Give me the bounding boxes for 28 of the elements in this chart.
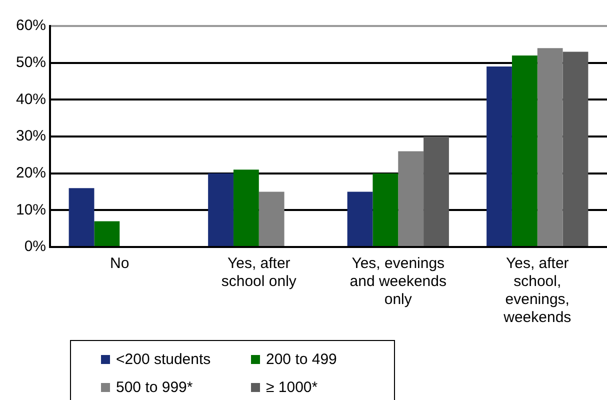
y-tick-label: 20% xyxy=(16,164,46,182)
bar xyxy=(398,151,424,246)
bar xyxy=(258,192,284,246)
bar xyxy=(233,170,259,246)
y-tick-label: 50% xyxy=(16,54,46,71)
legend-label: 200 to 499 xyxy=(266,350,337,368)
bar xyxy=(562,52,588,246)
y-tick-label: 10% xyxy=(16,201,46,218)
bar xyxy=(424,136,449,246)
bar xyxy=(208,173,234,246)
y-tick-label: 0% xyxy=(24,238,46,256)
legend-label: ≥ 1000* xyxy=(266,379,318,396)
bar xyxy=(512,55,538,246)
y-tick-label: 40% xyxy=(16,90,46,108)
bar xyxy=(68,188,94,246)
bar xyxy=(486,66,512,246)
y-tick-label: 30% xyxy=(16,128,46,145)
x-tick-label: No xyxy=(110,255,130,272)
bar xyxy=(347,192,373,246)
bar xyxy=(372,173,398,246)
bar xyxy=(537,48,563,246)
x-tick-label: Yes, after school, evenings, weekends xyxy=(502,255,572,326)
y-tick-label: 60% xyxy=(16,17,46,34)
bar xyxy=(94,221,120,246)
x-tick-label: Yes, after school only xyxy=(221,255,297,290)
x-tick-label: Yes, evenings and weekends only xyxy=(350,255,447,308)
legend-label: 500 to 999* xyxy=(116,379,193,396)
legend-label: <200 students xyxy=(116,350,211,368)
